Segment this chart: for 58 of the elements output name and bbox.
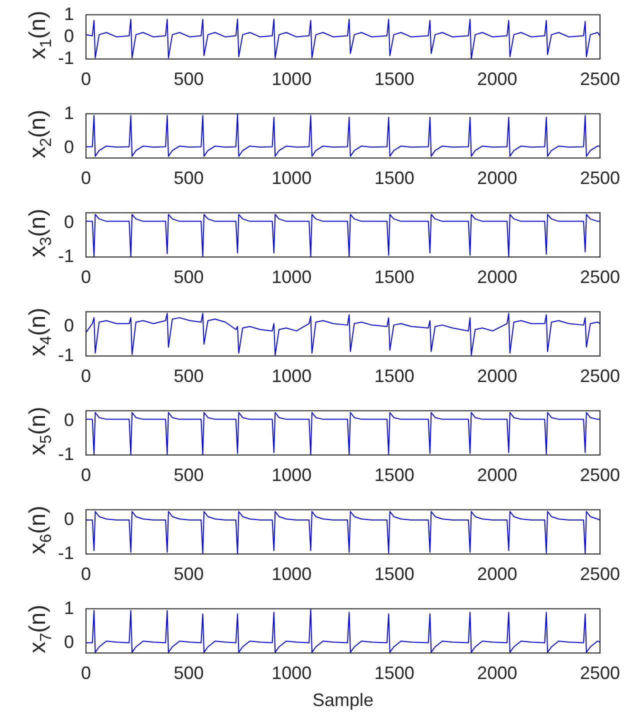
x-tick-label: 500 — [174, 464, 204, 485]
x-tick-label: 2500 — [580, 366, 620, 386]
x-tick-label: 2500 — [580, 464, 620, 485]
x-tick-label: 1000 — [272, 366, 312, 386]
y-tick-label: 0 — [64, 410, 74, 430]
x-tick-label: 2000 — [477, 366, 518, 386]
x-tick-label: 1000 — [272, 464, 312, 485]
x-tick-label: 1000 — [272, 662, 312, 683]
x-tick-label: 1500 — [374, 366, 414, 386]
x-tick-label: 500 — [174, 564, 204, 584]
y-tick-label: 0 — [64, 212, 74, 232]
x-tick-label: 500 — [174, 168, 204, 188]
x-tick-label: 1000 — [272, 168, 312, 188]
x-tick-label: 0 — [80, 662, 92, 683]
y-tick-label: 1 — [64, 598, 74, 618]
x-tick-label: 0 — [80, 564, 92, 584]
x-tick-label: 500 — [174, 68, 204, 89]
x-tick-label: 2500 — [580, 168, 620, 188]
x-tick-label: 2500 — [580, 564, 620, 584]
x-tick-label: 500 — [174, 366, 204, 386]
y-tick-label: 1 — [64, 102, 74, 123]
y-tick-label: 0 — [64, 508, 74, 529]
y-tick-label: -1 — [58, 48, 74, 68]
x-axis-title: Sample — [312, 690, 374, 710]
x-tick-label: 2000 — [477, 564, 518, 584]
x-tick-label: 0 — [80, 168, 92, 188]
x-tick-label: 1500 — [374, 68, 414, 89]
x-tick-label: 1500 — [374, 564, 414, 584]
y-tick-label: 0 — [64, 316, 74, 336]
x-tick-label: 500 — [174, 266, 204, 287]
x-tick-label: 2000 — [477, 662, 518, 683]
x-tick-label: 1000 — [272, 68, 312, 89]
x-tick-label: 2000 — [477, 168, 518, 188]
y-tick-label: -1 — [58, 344, 74, 365]
x-tick-label: 0 — [80, 266, 92, 287]
y-tick-label: 0 — [64, 136, 74, 157]
x-tick-label: 0 — [80, 68, 92, 89]
x-tick-label: 1000 — [272, 266, 312, 287]
x-tick-label: 2500 — [580, 662, 620, 683]
x-tick-label: 2000 — [477, 68, 518, 89]
x-tick-label: 0 — [80, 464, 92, 485]
x-tick-label: 2500 — [580, 266, 620, 287]
y-tick-label: 1 — [64, 4, 74, 24]
x-tick-label: 1500 — [374, 662, 414, 683]
x-tick-label: 500 — [174, 662, 204, 683]
x-tick-label: 1500 — [374, 168, 414, 188]
x-tick-label: 1000 — [272, 564, 312, 584]
y-tick-label: -1 — [58, 542, 74, 563]
x-tick-label: 0 — [80, 366, 92, 386]
x-tick-label: 2000 — [477, 464, 518, 485]
y-tick-label: -1 — [58, 246, 74, 266]
x-tick-label: 2500 — [580, 68, 620, 89]
y-tick-label: -1 — [58, 444, 74, 464]
x-tick-label: 2000 — [477, 266, 518, 287]
x-tick-label: 1500 — [374, 464, 414, 485]
y-tick-label: 0 — [64, 26, 74, 46]
y-tick-label: 0 — [64, 632, 74, 652]
x-tick-label: 1500 — [374, 266, 414, 287]
